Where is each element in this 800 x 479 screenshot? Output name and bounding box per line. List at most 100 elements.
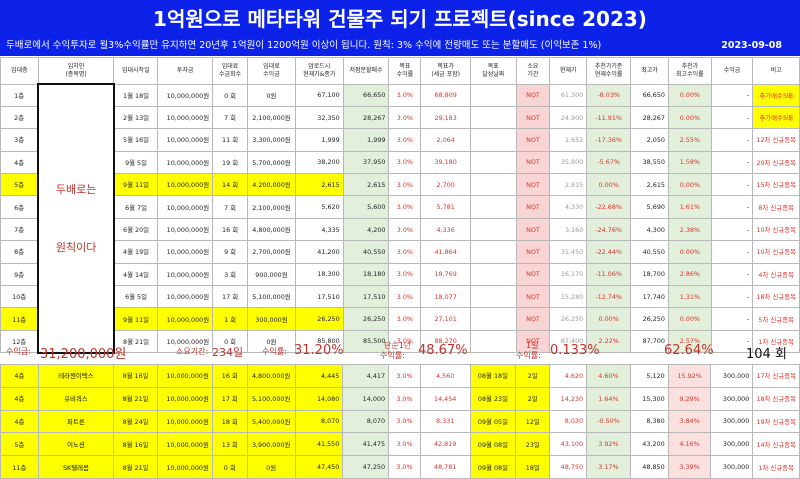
cell-start: 8월 21일 [113, 329, 159, 354]
column-header: 임대료 수익금 [246, 57, 296, 85]
cell-upload: 1,999 [294, 128, 344, 152]
cell-start: 6월 7일 [113, 195, 159, 219]
cell-period: NOT [515, 105, 551, 130]
cell-upload: 14,080 [294, 386, 344, 411]
column-header: 소요 기간 [515, 57, 551, 85]
cell-high: 5,690 [630, 195, 669, 219]
profit-label: 수익금: [6, 347, 31, 356]
completed-row: 4층 테라젠이텍스 8월 16일 10,000,000원 16 회 4,800,000원 4… [0, 364, 800, 388]
cell-high: 4,300 [630, 217, 669, 242]
cell-target-rate: 3.0% [388, 240, 422, 264]
period-value: 234일 [212, 346, 244, 359]
cell-low: 5,600 [342, 195, 390, 219]
cell-high-rate: 2.38% [667, 217, 712, 242]
cell-achieved: 09월 05일 [469, 409, 517, 434]
cell-target: 2,700 [420, 173, 471, 197]
cell-achieved: 09월 08일 [469, 455, 517, 479]
table-row: 9층 4월 14일 10,000,000원 3 회 900,000원 18,300 18,1… [0, 262, 800, 287]
cell-target: 5,781 [420, 195, 471, 219]
table-row: 6층 6월 7일 10,000,000원 7 회 2,100,000원 5,620 5,60… [0, 195, 800, 219]
cell-period: 2일 [515, 386, 551, 411]
cell-period: NOT [515, 285, 551, 309]
cell-income: 3,300,000원 [246, 128, 296, 152]
column-header: 임차인 (종목명) [37, 57, 115, 85]
cell-current: 16,170 [549, 262, 588, 287]
daily-label-1: 1일 [526, 341, 539, 350]
cell-floor: 5층 [0, 173, 39, 197]
cell-cur-rate: -24.76% [586, 217, 632, 242]
column-header: 현재가 [549, 57, 588, 85]
completed-row: 4층 파트론 8월 24일 10,000,000원 18 회 5,400,000원 8,07… [0, 409, 800, 434]
cell-current: 8,030 [549, 409, 588, 434]
cell-income: 5,100,000원 [246, 285, 296, 309]
cell-count: 3 회 [212, 262, 248, 287]
cell-income: 3,900,000원 [246, 432, 296, 457]
cell-upload: 26,250 [294, 307, 344, 331]
cell-target-rate: 3.0% [388, 285, 422, 309]
tenant-note-line2: 원칙이다 [55, 241, 97, 255]
tenant-note-cell: 두배로는 원칙이다 [37, 83, 115, 354]
cell-invest: 10,000,000원 [157, 173, 214, 197]
column-header: 비고 [752, 57, 800, 85]
simple-label-1: 단순1년 [384, 341, 412, 350]
cell-upload: 32,350 [294, 105, 344, 130]
cell-target-rate: 3.0% [388, 150, 422, 175]
cell-start: 6월 20일 [113, 217, 159, 242]
column-header: 저점분할매수 [342, 57, 390, 85]
cell-count: 19 회 [212, 150, 248, 175]
cell-target: 41,864 [420, 240, 471, 264]
cell-low: 14,000 [342, 386, 390, 411]
cell-invest: 10,000,000원 [156, 455, 213, 479]
cell-low: 4,200 [342, 217, 390, 242]
description-text: 두배로에서 수익투자로 월3%수익률만 유지하면 20년후 1억원이 1200억… [6, 40, 602, 51]
cell-note: 1차 신규종목 [752, 455, 800, 479]
cell-count: 17 회 [212, 285, 248, 309]
column-header: 임대시작일 [113, 57, 159, 85]
cell-period: 23일 [515, 432, 551, 457]
cell-cur-rate: -11.91% [586, 105, 632, 130]
cell-achieved [470, 128, 517, 152]
cell-note: 10차 신규종목 [752, 240, 800, 264]
column-header: 추천가기준 현재수익률 [586, 57, 632, 85]
cell-invest: 10,000,000원 [156, 386, 213, 411]
cell-cur-rate: 2.22% [586, 329, 632, 354]
cell-cur-rate: -8.03% [586, 83, 632, 107]
cell-high-rate: 9.29% [667, 386, 712, 411]
cell-note: 12차 신규종목 [752, 128, 800, 152]
cell-current: 87,400 [549, 329, 588, 354]
cell-profit: - [710, 262, 754, 287]
cell-low: 2,615 [342, 173, 390, 197]
cell-achieved: 08월 18일 [469, 364, 517, 388]
cell-target: 68,809 [420, 83, 471, 107]
cell-profit: - [710, 195, 754, 219]
cell-invest: 10,000,000원 [156, 409, 213, 434]
cell-high-rate: 2.57% [667, 329, 712, 354]
cell-period: NOT [515, 240, 551, 264]
high-rate-value: 62.64% [664, 343, 714, 358]
cell-income: 0원 [246, 455, 296, 479]
table-row: 7층 6월 20일 10,000,000원 16 회 4,800,000원 4,335 4,… [0, 217, 800, 242]
cell-upload: 41,200 [294, 240, 344, 264]
cell-high: 43,200 [629, 432, 669, 457]
header-row: 임대층 임차인 (종목명) 임대시작일 투자금 임대료 수금회수 임대료 수익금 업로드시 … [0, 57, 800, 85]
cell-count: 7 회 [212, 105, 248, 130]
cell-count: 7 회 [212, 195, 248, 219]
cell-invest: 10,000,000원 [157, 150, 214, 175]
cell-current: 24,900 [549, 105, 588, 130]
cell-note: 추가매수5배 [752, 83, 800, 107]
cell-target: 18,077 [420, 285, 471, 309]
cell-high: 8,380 [629, 409, 669, 434]
cell-income: 2,700,000원 [246, 240, 296, 264]
cell-target: 4,560 [419, 364, 471, 388]
cell-target: 39,180 [420, 150, 471, 175]
cell-income: 5,100,000원 [246, 386, 296, 411]
cell-start: 4월 19일 [113, 240, 159, 264]
cell-income: 4,800,000원 [246, 364, 296, 388]
cell-period: 2일 [515, 364, 551, 388]
cell-high-rate: 2.55% [667, 128, 712, 152]
cell-income: 0원 [246, 329, 296, 354]
cell-floor: 7층 [0, 217, 39, 242]
cell-high-rate: 0.00% [667, 240, 712, 264]
column-header: 목표가 (세금 포함) [420, 57, 471, 85]
cell-achieved [470, 195, 517, 219]
